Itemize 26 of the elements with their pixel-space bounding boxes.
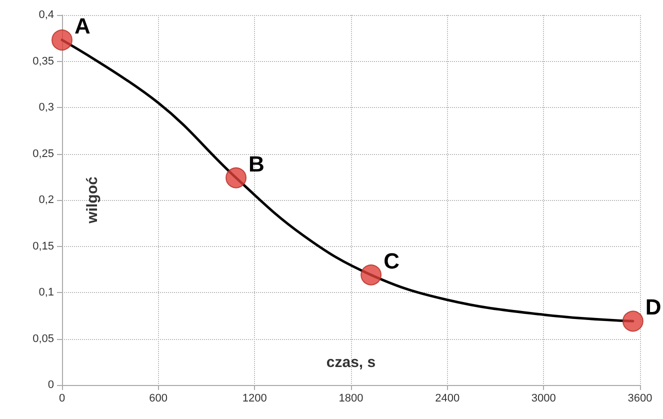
x-tick-label: 600 (149, 392, 168, 404)
y-tick-label: 0,3 (38, 102, 54, 114)
point (52, 29, 72, 50)
annotation: D (645, 294, 662, 320)
point (622, 310, 644, 332)
point (360, 264, 382, 286)
x-tick-label: 1200 (242, 392, 267, 404)
y-tick-label: 0,1 (38, 286, 54, 298)
y-tick-label: 0,35 (32, 55, 54, 68)
annotation: B (248, 151, 264, 176)
y-tick-label: 0,05 (32, 332, 54, 345)
annotation: A (74, 13, 90, 38)
point (226, 167, 247, 188)
y-tick-label: 0,2 (38, 194, 54, 206)
y-tick-label: 0 (48, 379, 54, 391)
x-tick-label: 1800 (338, 392, 364, 404)
x-tick-label: 3600 (628, 392, 652, 404)
y-axis-title: wilgoć (84, 176, 101, 224)
x-axis-title: czas, s (326, 354, 376, 371)
y-tick-label: 0,15 (32, 240, 54, 252)
y-tick-label: 0,4 (38, 9, 54, 21)
y-tick-label: 0,25 (32, 148, 54, 160)
x-tick-label: 0 (58, 392, 66, 404)
x-tick-label: 2400 (435, 392, 460, 404)
annotation: C (384, 248, 400, 274)
x-tick-label: 3000 (531, 392, 556, 404)
